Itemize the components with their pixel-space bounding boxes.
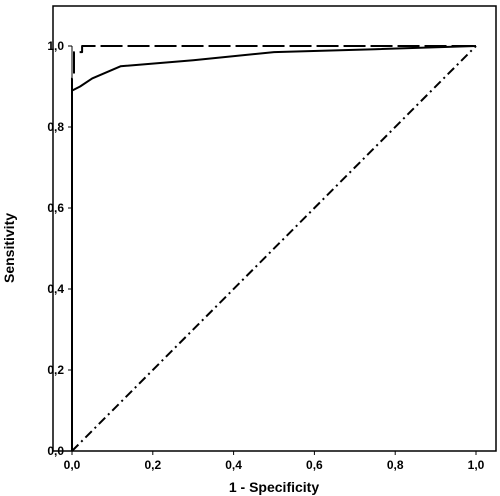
y-tick-label: 1,0 xyxy=(47,39,64,53)
x-axis-title: 1 - Specificity xyxy=(229,479,319,495)
y-axis-title: Sensitivity xyxy=(1,213,17,283)
x-tick-label: 0,6 xyxy=(306,458,323,472)
tick-layer: 0,0 0,2 0,4 0,6 0,8 1,0 0,0 0,2 0,4 0,6 0,8 1,0 xyxy=(47,39,484,472)
series-layer xyxy=(71,45,477,452)
y-tick-label: 0,8 xyxy=(47,120,64,134)
x-tick-label: 0,4 xyxy=(225,458,242,472)
y-tick-label: 0,0 xyxy=(47,444,64,458)
x-tick-label: 0,2 xyxy=(144,458,161,472)
y-tick-label: 0,6 xyxy=(47,201,64,215)
y-tick-label: 0,4 xyxy=(47,282,64,296)
plot-frame xyxy=(52,5,497,452)
series-line-solid xyxy=(71,45,477,451)
x-tick-label: 0,8 xyxy=(387,458,404,472)
x-tick-label: 1,0 xyxy=(468,458,485,472)
series-line-long-dash xyxy=(71,45,476,451)
y-tick-label: 0,2 xyxy=(47,363,64,377)
x-tick-label: 0,0 xyxy=(64,458,81,472)
series-line-dash-dot xyxy=(71,45,477,452)
